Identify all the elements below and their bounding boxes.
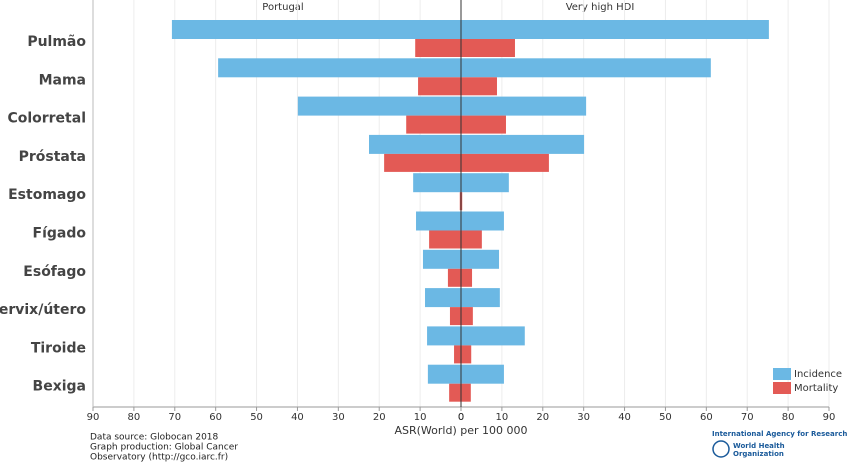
bar	[461, 77, 497, 96]
bar	[384, 153, 461, 172]
category-label: Mama	[39, 72, 86, 88]
x-tick-label: 20	[373, 412, 386, 423]
bar	[416, 211, 461, 231]
bar	[429, 230, 461, 249]
group-label: Portugal	[262, 2, 303, 13]
bar	[461, 115, 506, 134]
bar	[461, 326, 525, 346]
footer: Data source: Globocan 2018	[90, 433, 219, 443]
logo-text: Organization	[733, 450, 784, 458]
bar	[461, 211, 504, 231]
x-tick-label: 60	[700, 412, 713, 423]
group-label: Very high HDI	[566, 2, 635, 13]
bar	[461, 96, 587, 116]
x-tick-label: 80	[782, 412, 795, 423]
bar	[418, 77, 461, 96]
bar	[461, 192, 463, 211]
legend-label: Incidence	[794, 369, 842, 380]
bar	[171, 20, 461, 39]
bar	[415, 39, 461, 57]
x-tick-label: 10	[414, 412, 427, 423]
category-label: Estomago	[8, 187, 86, 203]
bar	[461, 173, 509, 193]
bar	[461, 39, 515, 57]
x-tick-label: 80	[128, 412, 141, 423]
bar	[461, 268, 473, 287]
x-tick-label: 70	[741, 412, 754, 423]
bar	[449, 307, 461, 326]
category-label: Bexiga	[33, 379, 86, 395]
who-logo	[712, 440, 730, 458]
bar	[413, 173, 461, 193]
bar	[449, 383, 461, 402]
x-tick-label: 90	[823, 412, 836, 423]
bar	[461, 307, 473, 326]
x-tick-label: 30	[332, 412, 345, 423]
category-label: Tiroide	[31, 340, 86, 356]
footer: Graph production: Global Cancer	[90, 443, 238, 453]
bar	[461, 364, 504, 384]
category-label: Colorretal	[7, 111, 86, 127]
bar	[422, 249, 461, 269]
category-label: Próstata	[19, 149, 86, 165]
x-tick-label: 40	[618, 412, 631, 423]
bar	[461, 288, 500, 308]
bar	[454, 345, 461, 364]
x-tick-label: 90	[87, 412, 100, 423]
bar	[461, 153, 549, 172]
bar	[461, 230, 482, 249]
bar	[461, 345, 472, 364]
logo-text: International Agency for Research on Can…	[712, 430, 850, 438]
category-label: Pulmão	[27, 34, 86, 50]
legend-swatch	[773, 382, 791, 394]
x-tick-label: 0	[458, 412, 464, 423]
x-tick-label: 0	[458, 412, 464, 423]
category-label: Esófago	[23, 264, 86, 280]
x-tick-label: 40	[291, 412, 304, 423]
bar	[297, 96, 461, 116]
x-tick-label: 50	[659, 412, 672, 423]
bar	[369, 134, 461, 154]
bar	[461, 20, 769, 39]
bar	[447, 268, 461, 287]
footer: Observatory (http://gco.iarc.fr)	[90, 453, 228, 463]
x-tick-label: 50	[250, 412, 263, 423]
x-tick-label: 70	[168, 412, 181, 423]
x-tick-label: 10	[496, 412, 509, 423]
bar	[218, 58, 461, 78]
bar	[459, 192, 461, 211]
legend-label: Mortality	[794, 383, 838, 394]
bar	[427, 326, 461, 346]
x-tick-label: 30	[577, 412, 590, 423]
x-tick-label: 60	[209, 412, 222, 423]
x-tick-label: 20	[536, 412, 549, 423]
logo-text: World Health	[733, 442, 785, 450]
bar	[461, 383, 471, 402]
category-label: Fígado	[33, 226, 87, 242]
x-axis-label: ASR(World) per 100 000	[394, 424, 527, 437]
bar	[406, 115, 461, 134]
bar	[461, 134, 585, 154]
bar	[427, 364, 461, 384]
legend-swatch	[773, 368, 791, 380]
category-label: Cervix/útero	[0, 302, 86, 318]
bar	[461, 58, 711, 78]
bar	[461, 249, 500, 269]
bar	[425, 288, 461, 308]
